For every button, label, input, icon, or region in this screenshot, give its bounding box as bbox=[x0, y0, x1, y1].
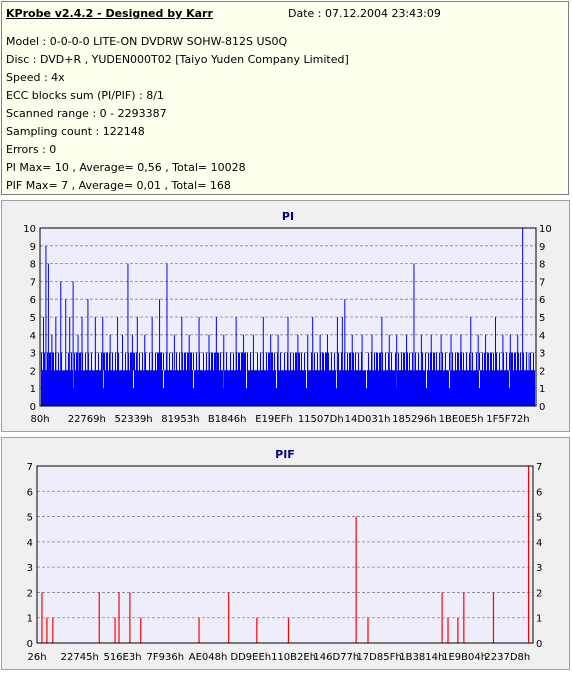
pif-xtick: 1E9B04h bbox=[442, 652, 487, 663]
pi-xtick: 185296h bbox=[392, 414, 437, 425]
pi-ytick-left: 2 bbox=[30, 366, 36, 377]
scan-date: Date : 07.12.2004 23:43:09 bbox=[288, 7, 441, 20]
info-pif-stats: PIF Max= 7 , Average= 0,01 , Total= 168 bbox=[6, 179, 231, 192]
pi-ytick-left: 3 bbox=[30, 349, 36, 360]
pif-ytick-right: 6 bbox=[536, 487, 542, 498]
pif-xtick: 26h bbox=[27, 652, 46, 663]
pif-xtick: 2237D8h bbox=[484, 652, 530, 663]
pif-ytick-left: 6 bbox=[27, 487, 33, 498]
pi-ytick-right: 2 bbox=[539, 366, 545, 377]
pi-ytick-right: 6 bbox=[539, 295, 545, 306]
pif-ytick-left: 1 bbox=[27, 614, 33, 625]
pi-xtick: 11507Dh bbox=[298, 414, 344, 425]
pi-chart-panel: PI 0 0 1 1 2 2 3 3 4 4 5 5 6 6 7 7 8 8 9 9 10 10 80h 22769h 52339… bbox=[1, 200, 570, 432]
pif-ytick-left: 5 bbox=[27, 513, 33, 524]
pi-xtick: 80h bbox=[30, 414, 49, 425]
pif-ytick-right: 2 bbox=[536, 588, 542, 599]
pi-ytick-left: 7 bbox=[30, 277, 36, 288]
info-sampling-count: Sampling count : 122148 bbox=[6, 125, 145, 138]
pi-xtick: 22769h bbox=[68, 414, 106, 425]
pi-ytick-left: 8 bbox=[30, 260, 36, 271]
pif-xtick: AE048h bbox=[189, 652, 228, 663]
pi-ytick-right: 1 bbox=[539, 384, 545, 395]
pi-ytick-right: 3 bbox=[539, 349, 545, 360]
pi-plot-border bbox=[39, 227, 537, 407]
info-panel: KProbe v2.4.2 - Designed by Karr Date : … bbox=[1, 1, 569, 195]
info-model: Model : 0-0-0-0 LITE-ON DVDRW SOHW-812S … bbox=[6, 35, 288, 48]
pif-ytick-left: 3 bbox=[27, 563, 33, 574]
pi-ytick-right: 7 bbox=[539, 277, 545, 288]
pi-xtick: B1846h bbox=[208, 414, 247, 425]
pi-xtick: 1BE0E5h bbox=[439, 414, 484, 425]
pif-chart: PIF 0 0 1 1 2 2 3 3 4 4 5 5 6 6 7 7 26h 22745h 516E3h 7F936h… bbox=[27, 448, 543, 663]
pi-xtick: 1F5F72h bbox=[486, 414, 529, 425]
pi-chart-title: PI bbox=[282, 210, 294, 223]
app-title: KProbe v2.4.2 - Designed by Karr bbox=[6, 7, 213, 20]
pif-ytick-right: 0 bbox=[536, 639, 542, 650]
pif-ytick-left: 7 bbox=[27, 462, 33, 473]
pif-xtick: DD9EEh bbox=[230, 652, 271, 663]
pif-ytick-right: 1 bbox=[536, 614, 542, 625]
pi-ytick-left: 6 bbox=[30, 295, 36, 306]
pif-ytick-right: 5 bbox=[536, 513, 542, 524]
pi-xtick: 52339h bbox=[115, 414, 153, 425]
pi-ytick-left: 5 bbox=[30, 313, 36, 324]
pif-ytick-left: 2 bbox=[27, 588, 33, 599]
info-pi-stats: PI Max= 10 , Average= 0,56 , Total= 1002… bbox=[6, 161, 246, 174]
pif-ytick-left: 4 bbox=[27, 538, 33, 549]
pi-ytick-right: 8 bbox=[539, 260, 545, 271]
pi-ytick-right: 10 bbox=[539, 224, 552, 235]
pif-xtick: 110B2Eh bbox=[271, 652, 316, 663]
pif-ytick-right: 7 bbox=[536, 462, 542, 473]
pif-chart-panel: PIF 0 0 1 1 2 2 3 3 4 4 5 5 6 6 7 7 26h 22745h 516E3h 7F936h… bbox=[1, 437, 570, 670]
pi-ytick-left: 4 bbox=[30, 331, 36, 342]
pif-xtick: 516E3h bbox=[103, 652, 141, 663]
pif-xtick: 22745h bbox=[61, 652, 99, 663]
pif-xtick: 7F936h bbox=[147, 652, 185, 663]
pif-plot-area bbox=[36, 465, 534, 644]
pi-chart: PI 0 0 1 1 2 2 3 3 4 4 5 5 6 6 7 7 8 8 9 9 10 10 80h 22769h 52339… bbox=[23, 210, 552, 425]
pi-xtick: 14D031h bbox=[345, 414, 391, 425]
pi-ytick-left: 10 bbox=[23, 224, 36, 235]
pi-ytick-right: 0 bbox=[539, 402, 545, 413]
pif-xtick: 1B3814h bbox=[399, 652, 444, 663]
info-speed: Speed : 4x bbox=[6, 71, 65, 84]
pif-chart-title: PIF bbox=[275, 448, 295, 461]
pif-xtick: 17D85Fh bbox=[356, 652, 401, 663]
pi-ytick-right: 4 bbox=[539, 331, 545, 342]
pi-xtick: 81953h bbox=[161, 414, 199, 425]
info-ecc-blocks: ECC blocks sum (PI/PIF) : 8/1 bbox=[6, 89, 164, 102]
pif-ytick-right: 4 bbox=[536, 538, 542, 549]
pi-ytick-left: 0 bbox=[30, 402, 36, 413]
pi-ytick-right: 9 bbox=[539, 242, 545, 253]
info-disc: Disc : DVD+R , YUDEN000T02 [Taiyo Yuden … bbox=[6, 53, 349, 66]
info-scanned-range: Scanned range : 0 - 2293387 bbox=[6, 107, 167, 120]
pi-ytick-left: 9 bbox=[30, 242, 36, 253]
info-errors: Errors : 0 bbox=[6, 143, 57, 156]
pif-ytick-right: 3 bbox=[536, 563, 542, 574]
pi-ytick-left: 1 bbox=[30, 384, 36, 395]
pif-ytick-left: 0 bbox=[27, 639, 33, 650]
pif-plot-border bbox=[36, 465, 534, 644]
pi-ytick-right: 5 bbox=[539, 313, 545, 324]
pif-xtick: 146D77h bbox=[313, 652, 359, 663]
pi-xtick: E19EFh bbox=[255, 414, 292, 425]
